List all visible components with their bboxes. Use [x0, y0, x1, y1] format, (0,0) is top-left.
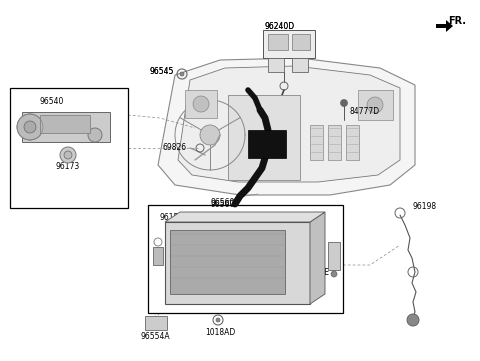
- Bar: [165, 222, 310, 304]
- Bar: [358, 90, 393, 120]
- Circle shape: [180, 72, 184, 76]
- Text: 96554A: 96554A: [140, 332, 170, 341]
- Polygon shape: [165, 212, 325, 222]
- Bar: [292, 58, 308, 72]
- Text: 96560F: 96560F: [211, 198, 240, 207]
- Bar: [40, 115, 90, 133]
- Circle shape: [17, 114, 43, 140]
- Bar: [185, 90, 217, 118]
- Circle shape: [24, 121, 36, 133]
- Circle shape: [193, 96, 209, 112]
- Bar: [228, 95, 300, 180]
- Bar: [10, 88, 128, 208]
- Text: 96545: 96545: [150, 68, 174, 77]
- Circle shape: [200, 125, 220, 145]
- Text: 96240D: 96240D: [265, 22, 295, 31]
- Text: 96560F: 96560F: [211, 200, 240, 209]
- Bar: [328, 125, 341, 160]
- Text: 96240D: 96240D: [265, 22, 295, 31]
- Polygon shape: [436, 20, 453, 32]
- Text: 96545: 96545: [150, 68, 174, 77]
- Bar: [268, 58, 284, 72]
- Bar: [22, 112, 110, 142]
- Circle shape: [60, 147, 76, 163]
- Text: 84777D: 84777D: [350, 108, 380, 117]
- Polygon shape: [178, 66, 400, 182]
- Circle shape: [331, 271, 337, 277]
- Polygon shape: [310, 212, 325, 304]
- Circle shape: [407, 314, 419, 326]
- Circle shape: [216, 318, 220, 322]
- Bar: [170, 230, 285, 294]
- Bar: [310, 125, 323, 160]
- Text: FR.: FR.: [448, 16, 466, 26]
- Text: 96155E: 96155E: [300, 268, 329, 277]
- Bar: [153, 247, 163, 265]
- Circle shape: [88, 128, 102, 142]
- Text: 96198: 96198: [413, 202, 437, 211]
- Text: 96540: 96540: [40, 97, 64, 106]
- Bar: [148, 205, 343, 313]
- Text: 69826: 69826: [163, 144, 187, 152]
- Bar: [263, 30, 315, 58]
- Bar: [292, 34, 310, 50]
- Bar: [346, 125, 359, 160]
- Bar: [268, 34, 288, 50]
- Polygon shape: [158, 58, 415, 195]
- Text: 1018AD: 1018AD: [205, 328, 235, 337]
- Circle shape: [64, 151, 72, 159]
- Circle shape: [367, 97, 383, 113]
- Bar: [248, 130, 286, 158]
- Text: 96173: 96173: [56, 162, 80, 171]
- Bar: [145, 316, 167, 330]
- Bar: [328, 242, 340, 270]
- Text: 96173: 96173: [30, 132, 54, 141]
- Text: 96155D: 96155D: [160, 213, 190, 222]
- Circle shape: [340, 100, 348, 106]
